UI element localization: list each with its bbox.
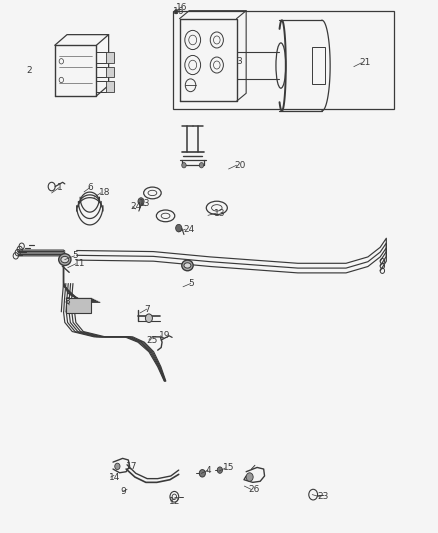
- Circle shape: [217, 467, 223, 473]
- Circle shape: [199, 163, 204, 168]
- Text: 20: 20: [234, 161, 246, 169]
- Text: 7: 7: [145, 305, 150, 313]
- Text: 15: 15: [223, 464, 235, 472]
- Ellipse shape: [61, 256, 69, 263]
- Bar: [312, 47, 325, 84]
- Ellipse shape: [182, 260, 193, 271]
- Circle shape: [145, 314, 152, 322]
- Bar: [106, 52, 114, 63]
- Text: 11: 11: [74, 260, 85, 268]
- Text: 13: 13: [214, 209, 225, 217]
- Text: 6: 6: [88, 183, 93, 192]
- Text: 1: 1: [57, 183, 63, 192]
- Circle shape: [182, 163, 186, 168]
- Circle shape: [115, 463, 120, 470]
- Text: 18: 18: [99, 189, 110, 197]
- Text: 19: 19: [159, 332, 170, 340]
- Text: 23: 23: [318, 492, 329, 501]
- Bar: [173, 11, 394, 109]
- Text: 9: 9: [120, 487, 126, 496]
- Bar: [66, 298, 91, 313]
- Text: 4: 4: [206, 466, 212, 474]
- Ellipse shape: [184, 263, 191, 268]
- Text: 25: 25: [147, 336, 158, 344]
- Text: 5: 5: [188, 279, 194, 288]
- Bar: [106, 81, 114, 92]
- Text: 17: 17: [126, 462, 138, 471]
- Circle shape: [176, 224, 182, 232]
- Text: 16: 16: [173, 7, 184, 16]
- Ellipse shape: [59, 254, 71, 265]
- Text: 21: 21: [359, 59, 371, 67]
- Circle shape: [174, 10, 178, 14]
- Text: 16: 16: [176, 4, 187, 12]
- Text: 24: 24: [131, 203, 142, 211]
- Text: 2: 2: [26, 66, 32, 75]
- Text: 5: 5: [72, 252, 78, 260]
- Text: 13: 13: [139, 199, 151, 208]
- Bar: [106, 67, 114, 77]
- Text: 3: 3: [237, 57, 242, 66]
- Text: 14: 14: [109, 473, 120, 481]
- Circle shape: [138, 198, 144, 205]
- Text: 12: 12: [169, 497, 180, 505]
- Circle shape: [246, 473, 253, 481]
- Text: 26: 26: [249, 485, 260, 494]
- Circle shape: [199, 470, 205, 477]
- Text: 24: 24: [183, 225, 194, 233]
- Text: 8: 8: [65, 297, 71, 305]
